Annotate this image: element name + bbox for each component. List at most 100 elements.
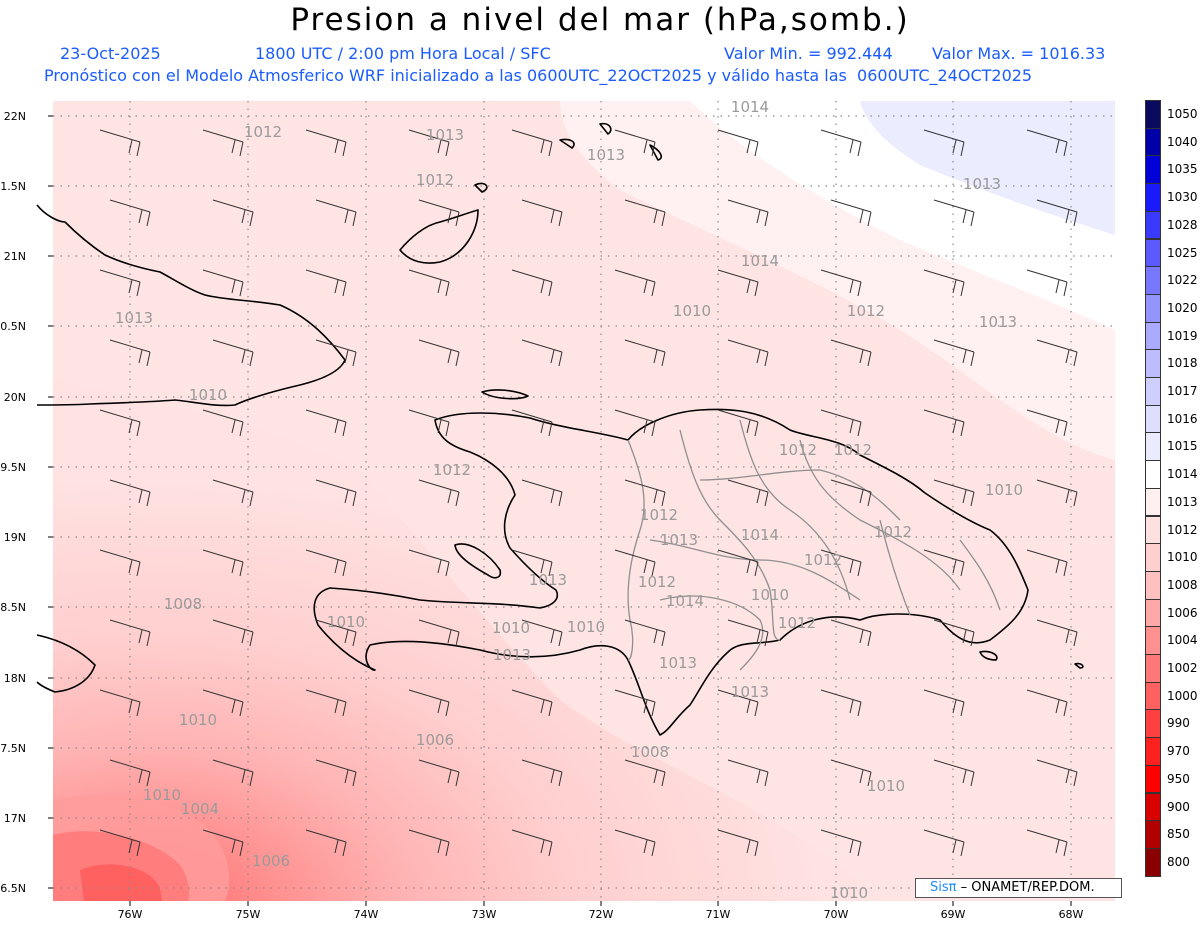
legend-label: 1010: [1167, 550, 1198, 565]
legend-swatch: [1145, 654, 1161, 683]
wind-barb: [109, 199, 151, 227]
contour-label: 1013: [493, 646, 531, 664]
wind-barb: [1026, 689, 1068, 717]
contour-label: 1010: [985, 481, 1023, 499]
legend-swatch: [1145, 127, 1161, 157]
legend-swatch: [1145, 515, 1161, 545]
legend-label: 1028: [1167, 217, 1198, 232]
legend-label: 950: [1167, 771, 1190, 786]
wind-barb: [212, 479, 254, 507]
wind-barb: [830, 199, 872, 227]
min-value-label: Valor Min. = 992.444: [724, 44, 893, 63]
lat-tick-label: 17N: [4, 812, 26, 825]
forecast-line: Pronóstico con el Modelo Atmosferico WRF…: [44, 66, 1033, 85]
wind-barb: [1036, 759, 1078, 787]
wind-barb: [408, 269, 450, 297]
legend-swatch: [1145, 210, 1161, 240]
wind-barb: [99, 129, 141, 157]
contour-label: 1010: [673, 302, 711, 320]
wind-barb: [521, 339, 563, 367]
wind-barb: [923, 129, 965, 157]
legend-swatch: [1145, 709, 1161, 739]
legend-label: 800: [1167, 854, 1190, 869]
legend-swatch: [1145, 543, 1161, 572]
wind-barb: [202, 269, 244, 297]
wind-barb: [933, 479, 975, 507]
legend-label: 1018: [1167, 356, 1198, 371]
credit-box: Sisπ – ONAMET/REP.DOM.: [915, 878, 1122, 898]
contour-label: 1013: [659, 654, 697, 672]
contour-label: 1013: [660, 531, 698, 549]
legend-swatch: [1145, 293, 1161, 323]
legend-swatch: [1145, 570, 1161, 600]
islet-1: [474, 182, 488, 193]
wind-barb: [99, 829, 141, 857]
credit-org: – ONAMET/REP.DOM.: [960, 880, 1095, 895]
wind-barb: [727, 479, 769, 507]
wind-barb: [933, 339, 975, 367]
wind-barb: [923, 549, 965, 577]
lat-tick-label: 22N: [4, 110, 26, 123]
cuba-coast: [36, 204, 346, 407]
wind-barb: [1036, 479, 1078, 507]
wind-barb: [418, 479, 460, 507]
wind-barb: [820, 409, 862, 437]
legend-label: 850: [1167, 827, 1190, 842]
contour-label: 1008: [631, 743, 669, 761]
legend-label: 1050: [1167, 107, 1198, 121]
wind-barb: [202, 549, 244, 577]
wind-barb: [99, 689, 141, 717]
legend-label: 1013: [1167, 494, 1198, 509]
contour-label: 1012: [874, 523, 912, 541]
contour-label: 1012: [847, 302, 885, 320]
legend-label: 1020: [1167, 300, 1198, 315]
wind-barb: [408, 829, 450, 857]
wind-barb: [933, 759, 975, 787]
legend-swatch: [1145, 155, 1161, 185]
legend-label: 990: [1167, 716, 1190, 731]
lon-tick-label: 68W: [1059, 908, 1084, 921]
legend-swatch: [1145, 183, 1161, 212]
legend-label: 1022: [1167, 273, 1198, 288]
wind-barb: [521, 479, 563, 507]
legend-swatch: [1145, 737, 1161, 766]
turks-1: [599, 122, 612, 135]
contour-label: 1012: [640, 506, 678, 524]
province-borders: [627, 419, 1001, 671]
credit-brand: Sisπ: [930, 880, 957, 895]
wind-barb: [511, 269, 553, 297]
wind-barb: [511, 549, 553, 577]
turks-2: [649, 144, 662, 161]
wind-barb: [521, 759, 563, 787]
legend-swatch: [1145, 404, 1161, 434]
wind-barb: [727, 759, 769, 787]
wind-barbs: [99, 129, 1078, 857]
contour-label: 1012: [244, 123, 282, 141]
legend-swatch: [1145, 266, 1161, 295]
lon-tick-label: 73W: [472, 908, 497, 921]
contour-label: 1010: [327, 613, 365, 631]
contour-label: 1012: [779, 441, 817, 459]
islet-2: [1074, 662, 1084, 669]
legend-swatch: [1145, 598, 1161, 628]
legend-swatch: [1145, 349, 1161, 378]
legend-swatch: [1145, 626, 1161, 655]
wind-barb: [717, 129, 759, 157]
legend-label: 1040: [1167, 134, 1198, 149]
wind-barb: [923, 409, 965, 437]
wind-barb: [315, 619, 357, 647]
wind-barb: [305, 689, 347, 717]
coastlines: [36, 122, 1084, 736]
wind-barb: [624, 619, 666, 647]
legend-swatch: [1145, 321, 1161, 351]
wind-barb: [99, 549, 141, 577]
wind-barb: [1036, 619, 1078, 647]
legend-swatch: [1145, 238, 1161, 268]
wind-barb: [820, 689, 862, 717]
max-value-label: Valor Max. = 1016.33: [932, 44, 1106, 63]
wind-barb: [1026, 129, 1068, 157]
wind-barb: [511, 129, 553, 157]
wind-barb: [202, 829, 244, 857]
legend-swatch: [1145, 487, 1161, 517]
